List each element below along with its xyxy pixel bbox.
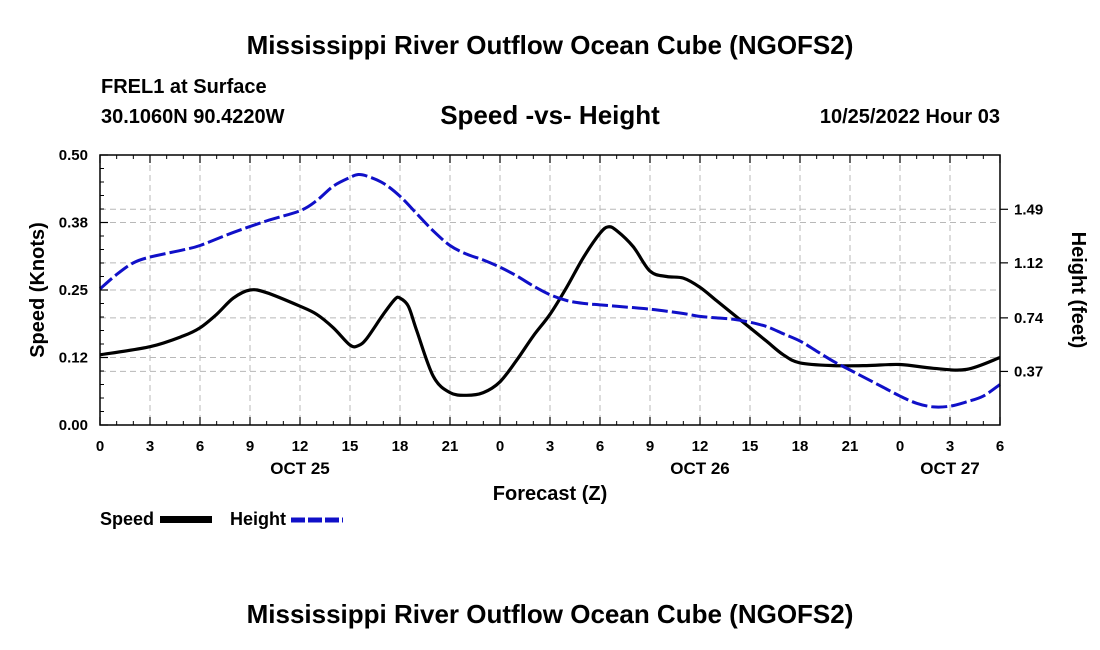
x-tick-label: 18 xyxy=(392,438,409,455)
datetime-label: 10/25/2022 Hour 03 xyxy=(819,106,1000,128)
y-right-tick-label: 1.49 xyxy=(1014,201,1043,218)
y-right-tick-label: 1.12 xyxy=(1014,255,1043,272)
y-left-tick-label: 0.00 xyxy=(59,417,88,434)
y-axis-right-label: Height (feet) xyxy=(1067,232,1089,349)
series-speed-line xyxy=(99,225,1001,397)
y-left-tick-label: 0.50 xyxy=(59,147,88,164)
x-tick-label: 6 xyxy=(596,438,604,455)
legend-speed-swatch xyxy=(160,516,212,523)
x-tick-label: 12 xyxy=(292,438,309,455)
x-tick-label: 3 xyxy=(546,438,554,455)
x-tick-label: 12 xyxy=(692,438,709,455)
x-tick-label: 21 xyxy=(442,438,459,455)
station-label: FREL1 at Surface xyxy=(101,76,267,98)
y-left-tick-label: 0.12 xyxy=(59,350,88,367)
x-axis-label: Forecast (Z) xyxy=(493,483,607,505)
y-right-tick-label: 0.37 xyxy=(1014,363,1043,380)
y-left-tick-label: 0.38 xyxy=(59,215,88,232)
x-date-label: OCT 27 xyxy=(920,459,980,478)
y-right-tick-label: 0.74 xyxy=(1014,310,1044,327)
x-tick-label: 0 xyxy=(96,438,104,455)
x-date-label: OCT 26 xyxy=(670,459,730,478)
x-tick-label: 6 xyxy=(196,438,204,455)
x-tick-label: 6 xyxy=(996,438,1004,455)
series-layer xyxy=(99,172,1001,409)
footer-title: Mississippi River Outflow Ocean Cube (NG… xyxy=(246,599,854,629)
legend-speed-label: Speed xyxy=(100,509,155,529)
y-axis-left-label: Speed (Knots) xyxy=(27,222,49,358)
x-tick-label: 15 xyxy=(742,438,759,455)
x-tick-label: 9 xyxy=(246,438,254,455)
grid xyxy=(100,154,1000,425)
x-tick-label: 0 xyxy=(896,438,904,455)
x-tick-label: 0 xyxy=(496,438,504,455)
x-tick-label: 18 xyxy=(792,438,809,455)
x-tick-label: 3 xyxy=(146,438,154,455)
axes: 0 3 6 9 12 15 18 21 0 3 6 9 12 15 18 21 0 3 6 OCT 25 OCT 26 O… xyxy=(59,147,1044,478)
y-left-tick-label: 0.25 xyxy=(59,282,88,299)
legend-height-swatch xyxy=(291,517,343,523)
x-tick-label: 9 xyxy=(646,438,654,455)
legend-height-label: Height xyxy=(230,509,286,529)
x-tick-label: 21 xyxy=(842,438,859,455)
chart-title: Mississippi River Outflow Ocean Cube (NG… xyxy=(246,30,854,60)
x-date-label: OCT 25 xyxy=(270,459,330,478)
x-tick-label: 3 xyxy=(946,438,954,455)
coordinates-label: 30.1060N 90.4220W xyxy=(101,106,285,128)
series-height-line xyxy=(99,172,1001,409)
chart-subtitle: Speed -vs- Height xyxy=(440,100,660,130)
x-tick-label: 15 xyxy=(342,438,359,455)
